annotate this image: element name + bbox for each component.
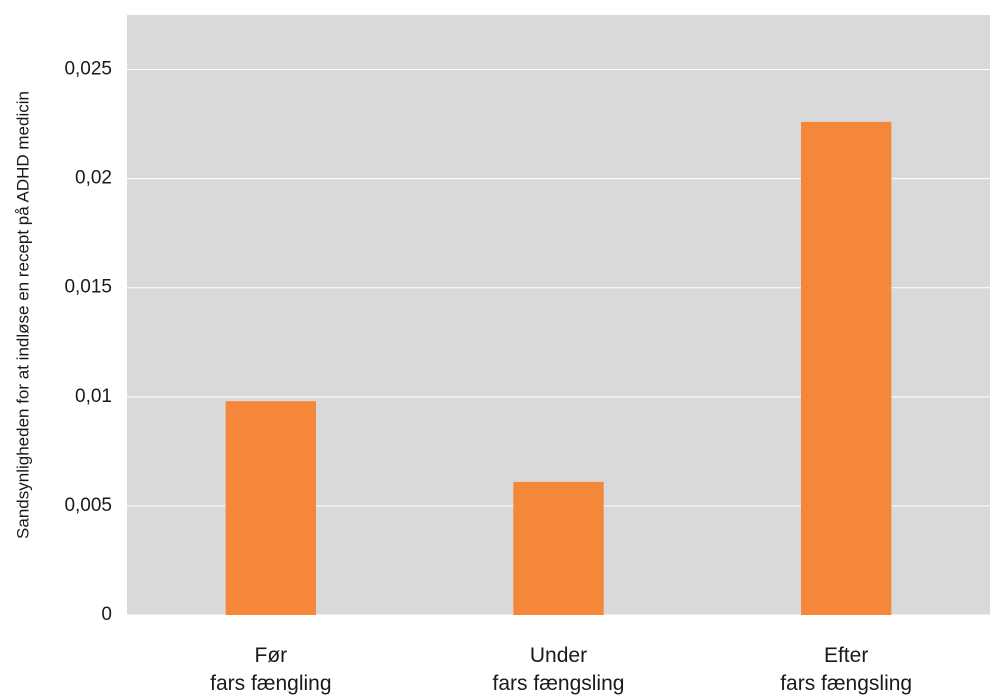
bar — [513, 481, 604, 615]
y-tick-label: 0,025 — [64, 59, 112, 80]
x-tick-label: Efter fars fængsling — [780, 644, 913, 695]
y-tick-label: 0,01 — [75, 386, 112, 407]
bar — [801, 121, 892, 615]
bar — [225, 401, 316, 615]
x-tick-label: Før fars fængling — [210, 644, 332, 695]
y-tick-label: 0,02 — [75, 168, 112, 189]
x-tick-label: Under fars fængsling — [492, 644, 625, 695]
y-tick-label: 0,015 — [64, 277, 112, 298]
y-tick-label: 0,005 — [64, 495, 112, 516]
y-tick-label: 0 — [101, 604, 112, 625]
y-axis-label: Sandsynligheden for at indløse en recept… — [13, 91, 32, 539]
